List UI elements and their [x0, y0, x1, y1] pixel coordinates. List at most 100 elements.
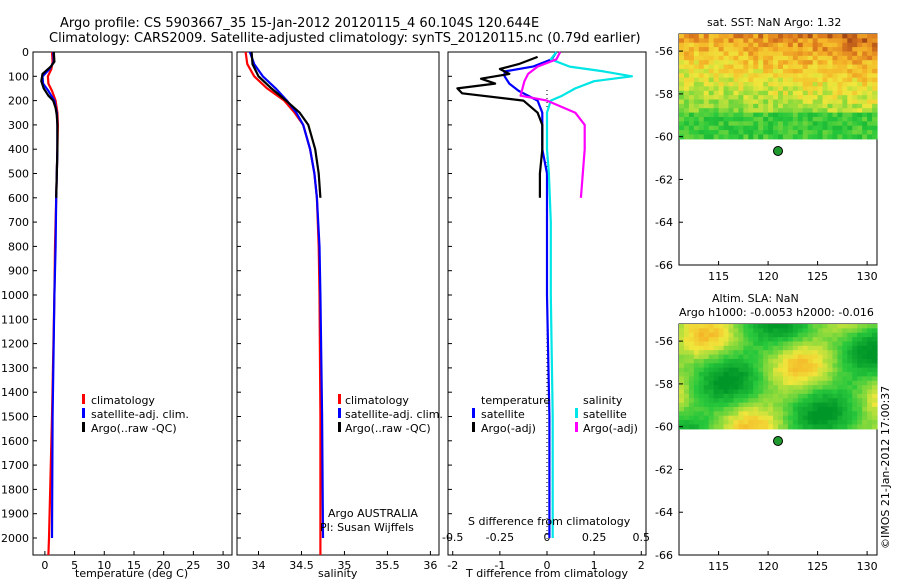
- heatmap-cell: [773, 95, 779, 101]
- heatmap-cell: [852, 38, 858, 44]
- heatmap-cell: [778, 116, 784, 122]
- heatmap-cell: [852, 68, 858, 74]
- heatmap-cell: [797, 385, 804, 391]
- heatmap-cell: [782, 332, 789, 338]
- heatmap-cell: [728, 60, 735, 66]
- heatmap-cell: [758, 424, 764, 430]
- heatmap-cell: [832, 77, 838, 83]
- heatmap-cell: [787, 77, 794, 83]
- heatmap-cell: [753, 55, 759, 61]
- heatmap-cell: [718, 73, 725, 79]
- heatmap-cell: [723, 34, 730, 39]
- heatmap-cell: [748, 324, 754, 329]
- heatmap-cell: [679, 420, 685, 426]
- heatmap-cell: [773, 345, 779, 351]
- heatmap-cell: [748, 77, 754, 83]
- heatmap-cell: [753, 385, 759, 391]
- heatmap-cell: [812, 328, 819, 334]
- heatmap-cell: [733, 103, 739, 109]
- heatmap-cell: [832, 358, 838, 364]
- heatmap-cell: [862, 38, 868, 44]
- heatmap-cell: [733, 389, 739, 395]
- heatmap-cell: [847, 51, 853, 57]
- heatmap-cell: [768, 341, 774, 347]
- heatmap-cell: [708, 367, 715, 373]
- heatmap-cell: [738, 42, 744, 48]
- heatmap-cell: [743, 345, 749, 351]
- heatmap-cell: [787, 367, 794, 373]
- heatmap-cell: [733, 55, 739, 61]
- heatmap-cell: [822, 99, 829, 105]
- heatmap-cell: [837, 103, 843, 109]
- heatmap-cell: [847, 38, 853, 44]
- heatmap-cell: [679, 332, 685, 338]
- heatmap-cell: [822, 393, 829, 399]
- heatmap-cell: [857, 121, 863, 127]
- heatmap-cell: [857, 134, 863, 140]
- heatmap-cell: [713, 55, 720, 61]
- heatmap-cell: [758, 64, 764, 70]
- heatmap-cell: [688, 424, 695, 430]
- heatmap-cell: [832, 134, 838, 140]
- heatmap-cell: [802, 358, 809, 364]
- heatmap-cell: [792, 64, 799, 70]
- heatmap-cell: [688, 406, 695, 412]
- heatmap-cell: [852, 47, 858, 53]
- heatmap-cell: [708, 112, 715, 118]
- heatmap-cell: [852, 51, 858, 57]
- map-y-tick-label: -56: [655, 335, 673, 348]
- heatmap-cell: [817, 55, 824, 61]
- heatmap-cell: [773, 134, 779, 140]
- heatmap-cell: [723, 415, 730, 421]
- heatmap-cell: [713, 358, 720, 364]
- heatmap-cell: [703, 95, 710, 101]
- x-tick-label: 20: [157, 559, 171, 572]
- heatmap-cell: [743, 363, 749, 369]
- heatmap-cell: [763, 380, 769, 386]
- heatmap-cell: [708, 130, 715, 136]
- heatmap-cell: [728, 47, 735, 53]
- heatmap-cell: [728, 55, 735, 61]
- heatmap-cell: [683, 402, 690, 408]
- heatmap-cell: [778, 393, 784, 399]
- heatmap-cell: [827, 328, 834, 334]
- heatmap-cell: [782, 121, 789, 127]
- heatmap-cell: [782, 90, 789, 96]
- heatmap-cell: [867, 130, 873, 136]
- heatmap-cell: [832, 55, 838, 61]
- heatmap-cell: [812, 64, 819, 70]
- heatmap-cell: [792, 99, 799, 105]
- heatmap-cell: [718, 64, 725, 70]
- heatmap-cell: [718, 95, 725, 101]
- heatmap-cell: [827, 341, 834, 347]
- heatmap-cell: [782, 389, 789, 395]
- heatmap-cell: [842, 354, 848, 360]
- heatmap-cell: [688, 103, 695, 109]
- heatmap-cell: [842, 82, 848, 88]
- heatmap-cell: [837, 389, 843, 395]
- heatmap-cell: [797, 38, 804, 44]
- heatmap-cell: [728, 328, 735, 334]
- heatmap-cell: [679, 358, 685, 364]
- heatmap-cell: [802, 60, 809, 66]
- heatmap-cell: [787, 34, 794, 39]
- heatmap-cell: [763, 38, 769, 44]
- heatmap-cell: [857, 398, 863, 404]
- heatmap-cell: [768, 337, 774, 343]
- heatmap-cell: [827, 376, 834, 382]
- heatmap-cell: [743, 38, 749, 44]
- heatmap-cell: [738, 420, 744, 426]
- heatmap-cell: [857, 42, 863, 48]
- heatmap-cell: [693, 112, 700, 118]
- heatmap-cell: [743, 358, 749, 364]
- heatmap-cell: [797, 402, 804, 408]
- x-tick-label: 35.5: [375, 559, 400, 572]
- heatmap-cell: [753, 367, 759, 373]
- heatmap-cell: [792, 82, 799, 88]
- heatmap-cell: [688, 415, 695, 421]
- heatmap-cell: [763, 130, 769, 136]
- heatmap-cell: [797, 121, 804, 127]
- heatmap-cell: [703, 73, 710, 79]
- legend-swatch-s-satellite: [575, 408, 578, 418]
- heatmap-cell: [792, 402, 799, 408]
